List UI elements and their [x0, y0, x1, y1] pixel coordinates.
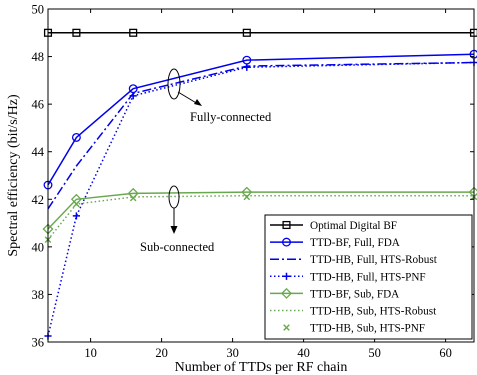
x-tick-label: 40: [297, 346, 310, 360]
data-point: [243, 193, 251, 201]
legend-label: Optimal Digital BF: [310, 220, 397, 232]
series-line: [47, 53, 475, 186]
data-point: [129, 194, 137, 202]
data-point: [243, 63, 251, 71]
legend-entry: Optimal Digital BF: [270, 220, 397, 232]
series-line: [47, 191, 474, 230]
x-tick-label: 20: [155, 346, 168, 360]
annotation-arrow-full: [177, 91, 199, 105]
data-point: [72, 28, 81, 37]
legend-label: TTD-BF, Full, FDA: [310, 237, 400, 249]
x-tick-label: 60: [439, 346, 452, 360]
legend-entry: TTD-BF, Full, FDA: [270, 237, 400, 249]
annotation-ellipse-full: [167, 68, 181, 100]
legend-label: TTD-HB, Sub, HTS-Robust: [310, 306, 437, 318]
legend-entry: TTD-HB, Sub, HTS-Robust: [270, 306, 437, 318]
annotation-sub-connected: Sub-connected: [140, 240, 215, 254]
legend-label: TTD-HB, Sub, HTS-PNF: [310, 323, 425, 335]
series-ttd-hb-sub-hts-robust: [47, 194, 474, 241]
annotation-arrowhead-sub: [170, 226, 178, 234]
annotation-fully-connected: Fully-connected: [190, 110, 272, 124]
data-point: [71, 132, 81, 142]
plot-frame: [47, 8, 475, 343]
y-tick-label: 38: [32, 288, 45, 302]
data-point: [73, 200, 80, 208]
y-tick-label: 42: [32, 193, 45, 207]
x-tick-label: 10: [84, 346, 97, 360]
y-tick-label: 40: [32, 240, 45, 254]
legend-entry: TTD-HB, Full, HTS-PNF: [270, 271, 426, 283]
series-line: [47, 194, 474, 241]
annotation-layer: Fully-connected Sub-connected: [140, 68, 272, 254]
x-tick-label: 50: [368, 346, 381, 360]
data-point: [129, 28, 138, 37]
legend-marker: [283, 324, 290, 331]
legend-label: TTD-BF, Sub, FDA: [310, 288, 399, 300]
tick-layer: 10 20 30 40 50 60 36 38 40 42 44 46 48 50: [32, 3, 474, 360]
annotation-arrowhead-full: [194, 99, 202, 106]
legend-marker: [282, 220, 291, 230]
x-tick-label: 30: [226, 346, 239, 360]
data-point: [129, 92, 137, 100]
data-point: [72, 212, 80, 220]
y-tick-label: 46: [32, 98, 45, 112]
y-tick-label: 36: [32, 336, 45, 350]
legend: Optimal Digital BF TTD-BF, Full, FDA TTD-H…: [264, 214, 473, 340]
data-point: [242, 28, 251, 37]
series-ttd-bf-sub-fda: [42, 186, 477, 235]
y-axis-label: Spectral efficiency (bit/s/Hz): [6, 94, 21, 257]
legend-marker: [282, 272, 291, 280]
y-tick-label: 44: [32, 145, 45, 159]
legend-label: TTD-HB, Full, HTS-Robust: [310, 254, 438, 266]
legend-entry: TTD-HB, Full, HTS-Robust: [270, 254, 438, 266]
y-tick-label: 50: [32, 3, 45, 17]
legend-entry: TTD-HB, Sub, HTS-PNF: [283, 323, 425, 335]
legend-marker: [282, 237, 291, 247]
x-axis-label: Number of TTDs per RF chain: [175, 360, 348, 375]
legend-label: TTD-HB, Full, HTS-PNF: [310, 271, 426, 283]
y-tick-label: 48: [32, 50, 45, 64]
legend-marker: [280, 287, 293, 299]
legend-entry: TTD-BF, Sub, FDA: [270, 287, 399, 300]
